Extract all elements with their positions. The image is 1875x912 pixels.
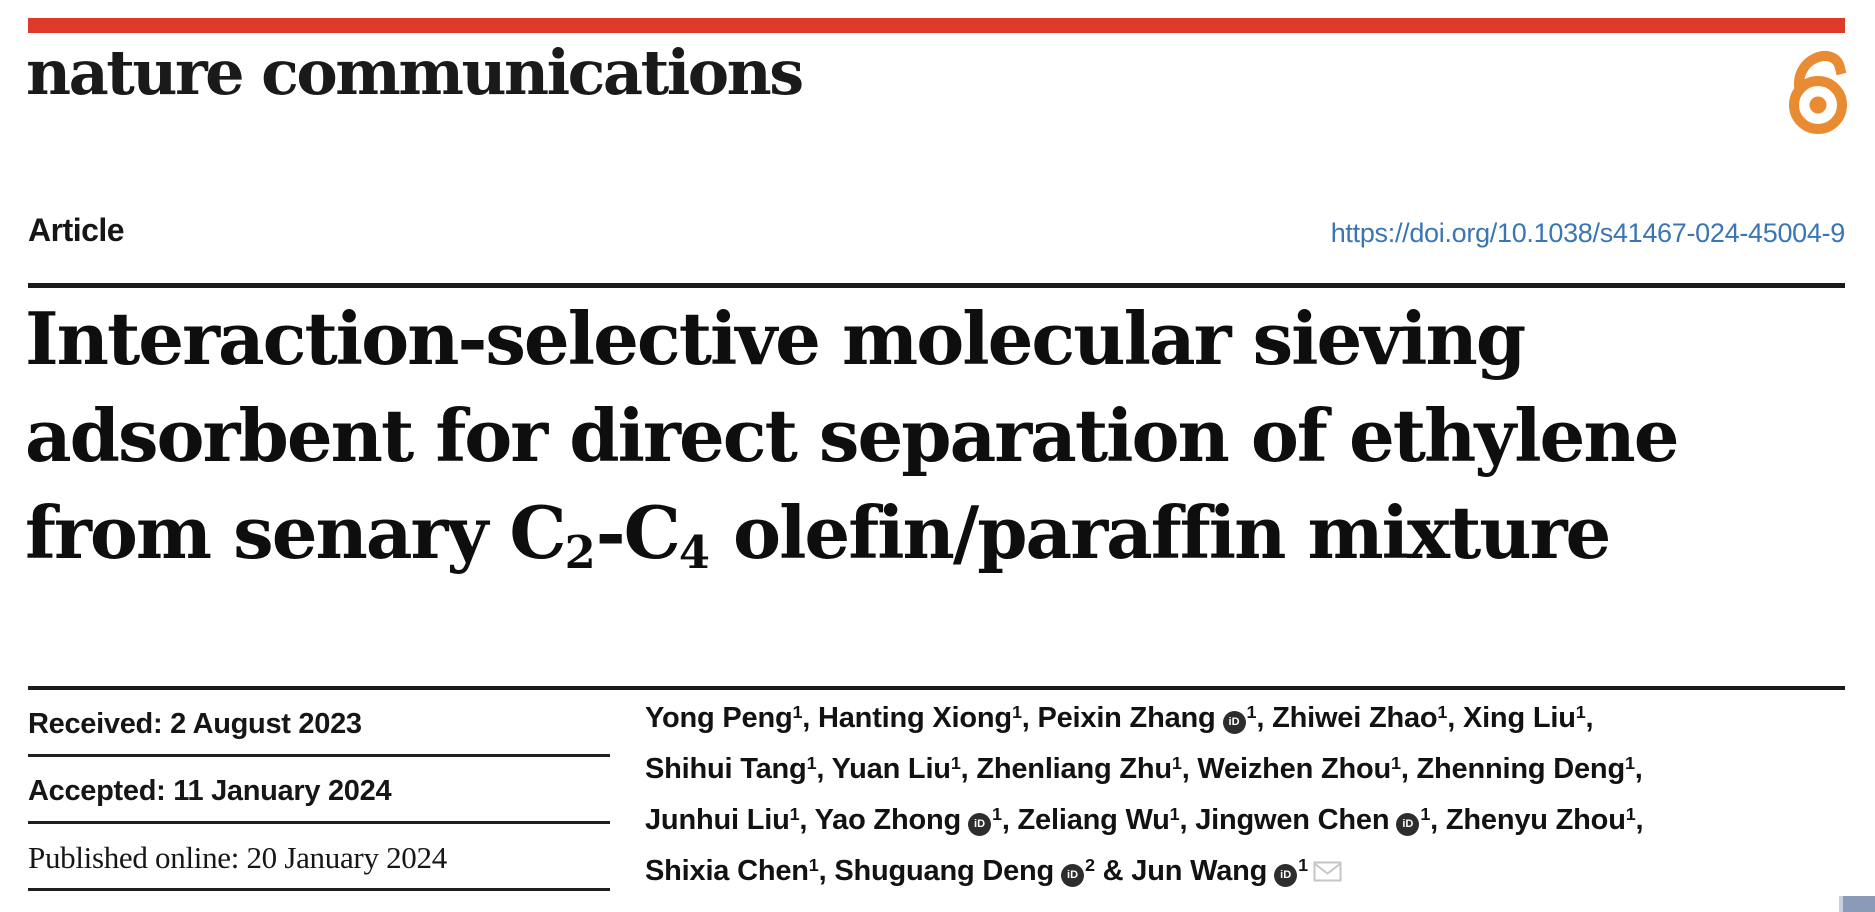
author-name: Zhenyu Zhou (1445, 804, 1626, 836)
title-text: from senary C (25, 490, 567, 575)
open-access-icon (1789, 51, 1847, 134)
author-separator: & (1094, 855, 1132, 887)
affiliation-superscript: 1 (1420, 803, 1431, 824)
author-separator: , (802, 702, 819, 734)
author-name: Zhenning Deng (1416, 753, 1626, 785)
orcid-icon[interactable]: iD (1274, 864, 1298, 887)
publication-history: Received: 2 August 2023 Accepted: 11 Janu… (28, 690, 610, 891)
affiliation-superscript: 1 (1171, 752, 1182, 773)
author-list: Yong Peng1, Hanting Xiong1, Peixin Zhang… (645, 694, 1775, 898)
affiliation-superscript: 1 (992, 803, 1002, 824)
affiliation-superscript: 1 (1437, 701, 1448, 722)
orcid-icon[interactable]: iD (968, 813, 992, 836)
title-text: -C (595, 490, 681, 575)
email-envelope-icon[interactable] (1308, 855, 1342, 887)
title-text: olefin/paraffin mixture (709, 490, 1611, 575)
orcid-icon[interactable]: iD (1222, 711, 1246, 734)
author-separator: , (816, 753, 832, 785)
author-separator: , (1585, 702, 1594, 734)
title-text: adsorbent for direct separation of ethyl… (25, 393, 1680, 478)
author-name: Zeliang Wu (1017, 804, 1170, 836)
orcid-icon[interactable]: iD (1061, 864, 1085, 887)
author-separator: , (818, 855, 835, 887)
journal-logo: nature communications (26, 36, 804, 109)
author-separator: , (799, 804, 815, 836)
title-line: adsorbent for direct separation of ethyl… (25, 387, 1680, 484)
author-separator: , (1181, 753, 1198, 785)
author-separator: , (1256, 702, 1273, 734)
affiliation-superscript: 1 (950, 752, 961, 773)
author-separator: , (1430, 804, 1446, 836)
date-row: Accepted: 11 January 2024 (28, 757, 610, 824)
article-meta-row: Article https://doi.org/10.1038/s41467-0… (28, 212, 1845, 249)
author-separator: , (1400, 753, 1417, 785)
affiliation-superscript: 1 (1391, 752, 1401, 773)
author-name: Yuan Liu (831, 753, 951, 785)
author-line: Shixia Chen1, Shuguang Deng iD2 & Jun Wan… (645, 847, 1775, 898)
affiliation-superscript: 1 (1575, 701, 1586, 722)
article-divider-rule (28, 283, 1845, 288)
author-separator: , (1021, 702, 1038, 734)
author-name: Yong Peng (645, 702, 793, 734)
title-line: Interaction-selective molecular sieving (25, 290, 1678, 387)
author-name: Weizhen Zhou (1197, 753, 1392, 785)
author-name: Peixin Zhang (1037, 702, 1216, 734)
article-title: Interaction-selective molecular sieving a… (25, 290, 1680, 591)
title-text: Interaction-selective molecular sieving (25, 296, 1526, 381)
affiliation-superscript: 1 (1625, 803, 1636, 824)
affiliation-superscript: 1 (1246, 701, 1257, 722)
affiliation-superscript: 1 (1169, 803, 1180, 824)
affiliation-superscript: 1 (1011, 701, 1022, 722)
affiliation-superscript: 1 (792, 701, 803, 722)
author-name: Jingwen Chen (1195, 804, 1390, 836)
author-name: Hanting Xiong (818, 702, 1012, 734)
affiliation-superscript: 1 (806, 752, 817, 773)
title-subscript: 4 (678, 525, 710, 579)
author-separator: , (1447, 702, 1463, 734)
author-name: Xing Liu (1462, 702, 1576, 734)
header-divider-rule (28, 686, 1845, 690)
doi-link[interactable]: https://doi.org/10.1038/s41467-024-45004… (1330, 218, 1846, 248)
affiliation-superscript: 1 (808, 854, 819, 875)
date-row: Published online: 20 January 2024 (28, 824, 610, 891)
author-separator: , (1179, 804, 1196, 836)
corner-artifact (1839, 896, 1875, 912)
author-separator: , (1635, 804, 1644, 836)
affiliation-superscript: 1 (789, 803, 800, 824)
author-name: Shuguang Deng (834, 855, 1055, 887)
author-line: Junhui Liu1, Yao Zhong iD1, Zeliang Wu1, … (645, 796, 1775, 847)
author-name: Shihui Tang (645, 753, 807, 785)
author-name: Zhenliang Zhu (976, 753, 1172, 785)
author-line: Shihui Tang1, Yuan Liu1, Zhenliang Zhu1,… (645, 745, 1775, 796)
author-line: Yong Peng1, Hanting Xiong1, Peixin Zhang… (645, 694, 1775, 745)
title-subscript: 2 (564, 525, 596, 579)
author-separator: , (1001, 804, 1018, 836)
author-name: Yao Zhong (814, 804, 962, 836)
orcid-icon[interactable]: iD (1396, 813, 1420, 836)
author-separator: , (960, 753, 977, 785)
author-separator: , (1634, 753, 1643, 785)
affiliation-superscript: 1 (1624, 752, 1635, 773)
article-type-label: Article (28, 212, 125, 248)
author-name: Jun Wang (1131, 855, 1268, 887)
affiliation-superscript: 2 (1085, 854, 1095, 875)
author-name: Zhiwei Zhao (1272, 702, 1438, 734)
author-name: Shixia Chen (645, 855, 809, 887)
author-name: Junhui Liu (645, 804, 790, 836)
journal-brand-bar (28, 18, 1845, 33)
date-row: Received: 2 August 2023 (28, 690, 610, 757)
title-line: from senary C2-C4 olefin/paraffin mixtur… (25, 484, 1678, 591)
affiliation-superscript: 1 (1298, 854, 1308, 875)
